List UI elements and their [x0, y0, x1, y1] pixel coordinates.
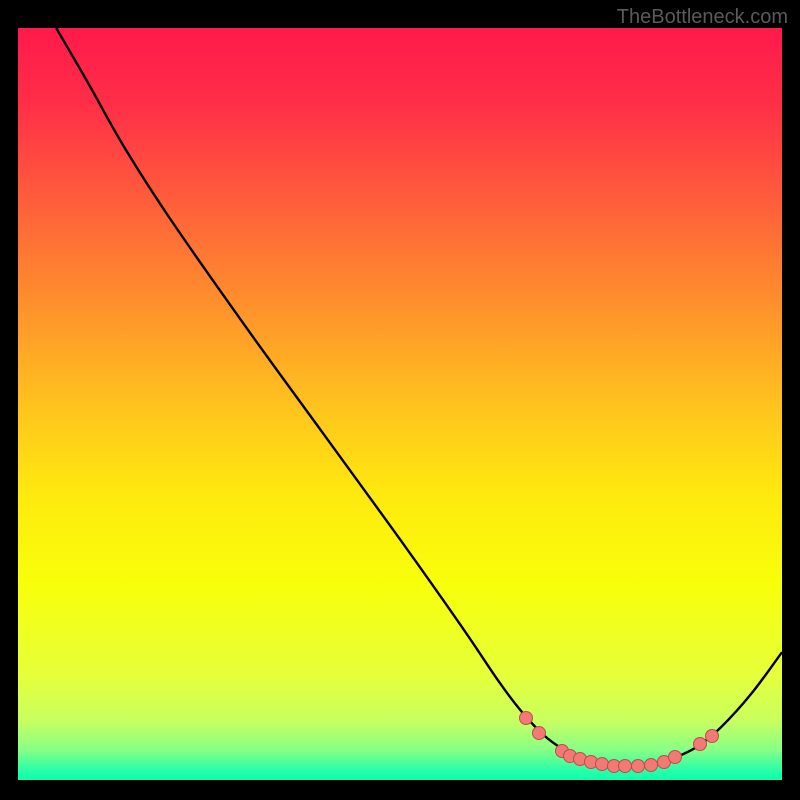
- watermark-text: TheBottleneck.com: [617, 6, 788, 29]
- chart-plot-area: [18, 28, 782, 780]
- chart-gradient-background: [18, 28, 782, 780]
